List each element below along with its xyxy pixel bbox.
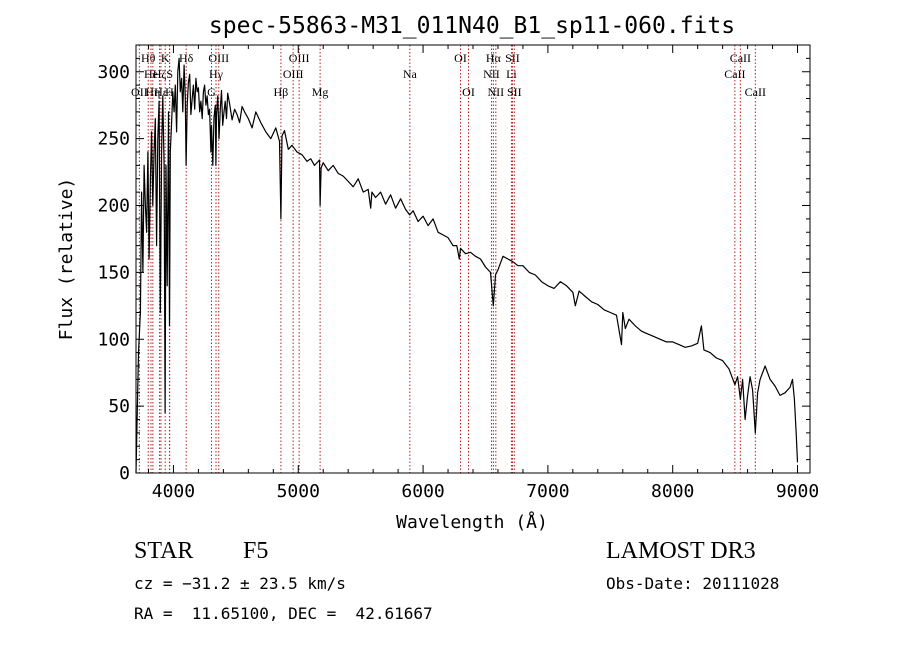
spectrum-line [135,57,799,474]
marker-label: K [161,51,170,65]
marker-label: OIII [208,51,229,65]
chart-title: spec-55863-M31_011N40_B1_sp11-060.fits [209,13,735,39]
marker-label: Na [403,67,418,81]
x-axis-label: Wavelength (Å) [396,511,548,533]
cz-value: cz = −31.2 ± 23.5 km/s [134,574,346,593]
marker-label: Hθ [141,51,156,65]
x-tick-label: 7000 [526,481,569,502]
marker-label: Hε [154,85,168,99]
marker-label: Hα [486,51,502,65]
marker-label: Hβ [274,85,289,99]
marker-label: Hζ [153,67,167,81]
marker-label: NII [488,85,505,99]
y-axis: 0 50 100 150 200 250 300 [97,44,810,484]
x-tick-label: 4000 [152,481,195,502]
marker-label: S [166,67,173,81]
class-label: STAR [134,538,194,564]
survey-label: LAMOST DR3 [606,538,756,564]
subclass-label: F5 [243,538,269,564]
marker-label: Hδ [179,51,194,65]
marker-label: CaII [745,85,766,99]
x-tick-label: 6000 [401,481,444,502]
marker-label: Hη [145,85,160,99]
y-tick-label: 250 [97,129,130,150]
obs-date: Obs-Date: 20111028 [606,574,780,593]
marker-label: Li [506,67,517,81]
marker-label: Hγ [209,67,224,81]
marker-label: G [207,85,216,99]
marker-label: OIII [283,67,304,81]
marker-label: OI [462,85,475,99]
x-axis: 4000 5000 6000 7000 8000 9000 [147,45,819,502]
marker-label: He [144,67,158,81]
spectrum-series [135,57,799,474]
coordinates: RA = 11.65100, DEC = 42.61667 [134,604,433,623]
x-tick-label: 5000 [277,481,320,502]
marker-label: SII [507,85,522,99]
y-tick-label: 100 [97,329,130,350]
marker-label: OII [131,85,148,99]
marker-label: OI [454,51,467,65]
y-tick-label: 0 [119,463,130,484]
marker-label: CaII [730,51,751,65]
y-tick-label: 50 [108,396,130,417]
marker-label: CaII [724,67,745,81]
y-axis-label: Flux (relative) [56,178,77,341]
marker-label: NII [483,67,500,81]
x-tick-label: 9000 [776,481,819,502]
x-tick-label: 8000 [651,481,694,502]
marker-label: Mg [312,85,329,99]
y-tick-label: 200 [97,196,130,217]
marker-label: SII [505,51,520,65]
y-tick-label: 300 [97,62,130,83]
y-tick-label: 150 [97,262,130,283]
plot-frame [135,44,811,474]
marker-label: OIII [289,51,310,65]
